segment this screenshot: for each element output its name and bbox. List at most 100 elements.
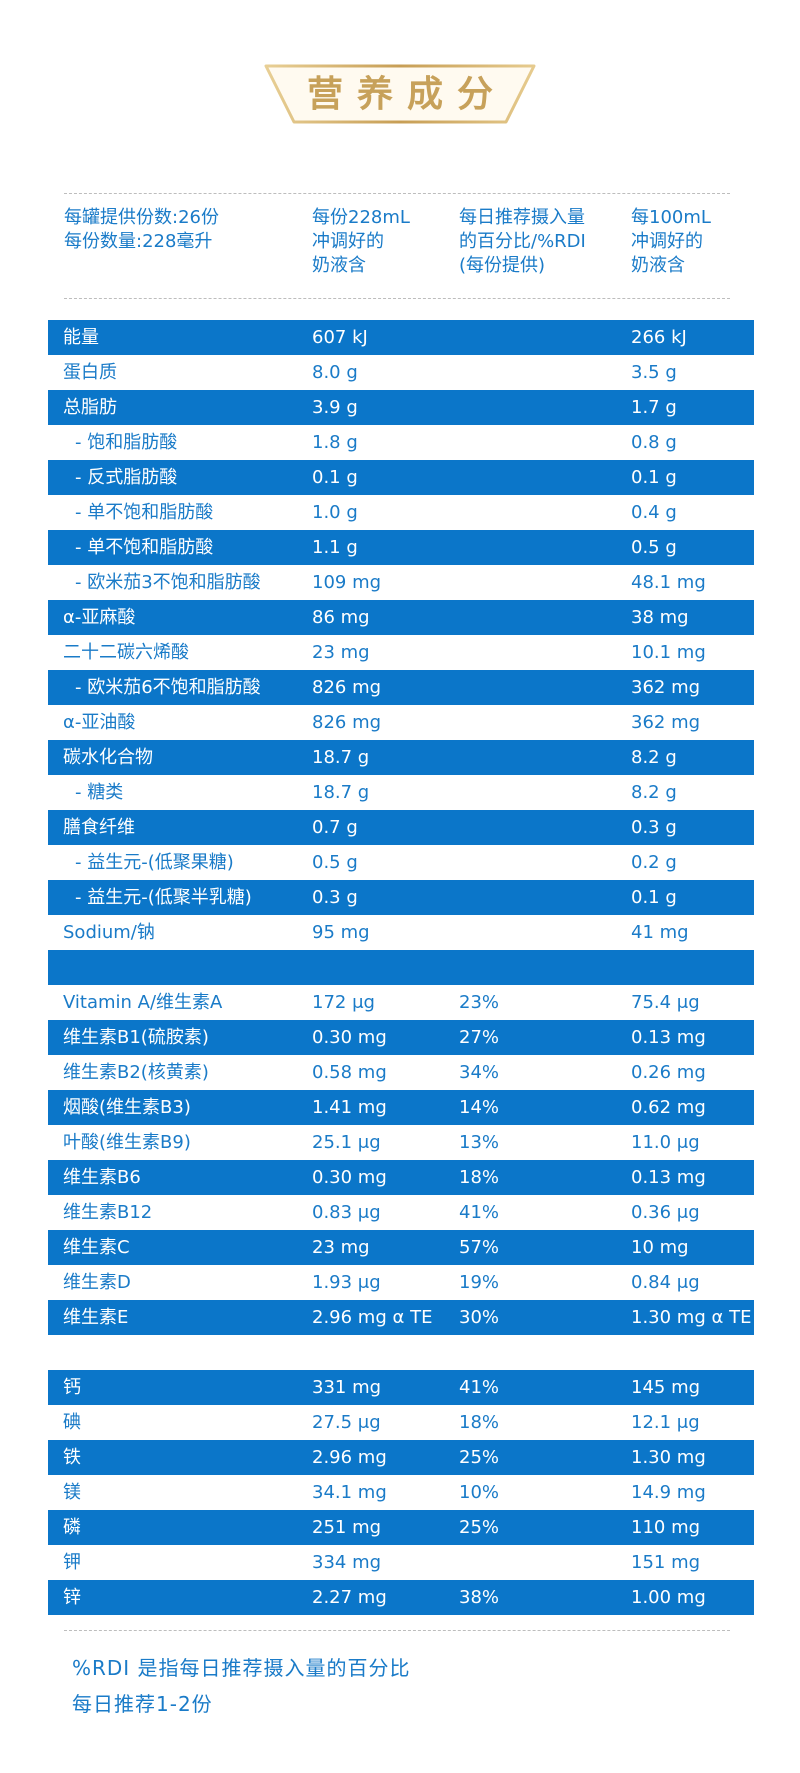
per-serving-value: 2.96 mg α TE xyxy=(312,1307,433,1328)
per-serving-value: 1.8 g xyxy=(312,432,358,453)
per-100ml-value: 3.5 g xyxy=(631,362,677,383)
nutrient-name: - 欧米茄3不饱和脂肪酸 xyxy=(75,572,261,593)
table-row: - 益生元-(低聚半乳糖) 0.3 g 0.1 g xyxy=(48,880,754,915)
per-serving-value: 23 mg xyxy=(312,1237,370,1258)
serving-size: 每份数量:228毫升 xyxy=(64,231,213,252)
per-100ml-value: 0.2 g xyxy=(631,852,677,873)
note-recommend: 每日推荐1-2份 xyxy=(72,1692,213,1716)
rdi-value: 41% xyxy=(459,1202,500,1223)
table-row: 维生素B2(核黄素) 0.58 mg 34% 0.26 mg xyxy=(48,1055,754,1090)
per-100ml-value: 8.2 g xyxy=(631,747,677,768)
per-100ml-value: 1.30 mg xyxy=(631,1447,706,1468)
per-serving-value: 18.7 g xyxy=(312,747,370,768)
divider-header xyxy=(64,298,730,299)
table-row: 叶酸(维生素B9) 25.1 μg 13% 11.0 μg xyxy=(48,1125,754,1160)
nutrient-name: - 反式脂肪酸 xyxy=(75,467,178,488)
nutrient-name: 维生素B6 xyxy=(63,1167,141,1188)
rdi-value: 14% xyxy=(459,1097,500,1118)
nutrient-name: 维生素B12 xyxy=(63,1202,153,1223)
per-serving-value: 86 mg xyxy=(312,607,370,628)
per-100ml-value: 266 kJ xyxy=(631,327,687,348)
nutrient-name: 锌 xyxy=(63,1587,81,1608)
rdi-value: 38% xyxy=(459,1587,500,1608)
table-row: - 益生元-(低聚果糖) 0.5 g 0.2 g xyxy=(48,845,754,880)
per-serving-value: 23 mg xyxy=(312,642,370,663)
nutrient-name: - 益生元-(低聚果糖) xyxy=(75,852,234,873)
rdi-value: 23% xyxy=(459,992,500,1013)
per-100ml-value: 10 mg xyxy=(631,1237,689,1258)
per-100ml-value: 1.7 g xyxy=(631,397,677,418)
table-row: Sodium/钠 95 mg 41 mg xyxy=(48,915,754,950)
per-100ml-value: 362 mg xyxy=(631,677,701,698)
nutrient-name: 维生素D xyxy=(63,1272,131,1293)
table-row: Vitamin A/维生素A 172 μg 23% 75.4 μg xyxy=(48,985,754,1020)
nutrient-name: 铁 xyxy=(63,1447,81,1468)
per-serving-value: 95 mg xyxy=(312,922,370,943)
header-per-serving: 每份228mL 冲调好的 奶液含 xyxy=(312,207,410,276)
rdi-value: 18% xyxy=(459,1167,500,1188)
section-gap xyxy=(48,1335,754,1370)
nutrient-name: 烟酸(维生素B3) xyxy=(63,1097,191,1118)
per-100ml-value: 0.4 g xyxy=(631,502,677,523)
per-100ml-value: 0.84 μg xyxy=(631,1272,700,1293)
nutrient-name: 二十二碳六烯酸 xyxy=(63,642,189,663)
section-divider-band xyxy=(48,950,754,985)
per-100ml-value: 12.1 μg xyxy=(631,1412,700,1433)
per-serving-value: 2.96 mg xyxy=(312,1447,387,1468)
per-100ml-value: 0.13 mg xyxy=(631,1027,706,1048)
per-serving-value: 251 mg xyxy=(312,1517,382,1538)
rdi-value: 19% xyxy=(459,1272,500,1293)
per-serving-value: 0.30 mg xyxy=(312,1027,387,1048)
table-row: 烟酸(维生素B3) 1.41 mg 14% 0.62 mg xyxy=(48,1090,754,1125)
servings-per-can: 每罐提供份数:26份 xyxy=(64,207,219,228)
nutrient-name: Sodium/钠 xyxy=(63,922,155,943)
per-serving-value: 3.9 g xyxy=(312,397,358,418)
nutrient-name: 维生素B1(硫胺素) xyxy=(63,1027,209,1048)
banner-frame-icon xyxy=(264,64,536,124)
nutrient-name: - 糖类 xyxy=(75,782,124,803)
table-row: 钙 331 mg 41% 145 mg xyxy=(48,1370,754,1405)
table-row: α-亚油酸 826 mg 362 mg xyxy=(48,705,754,740)
table-row: α-亚麻酸 86 mg 38 mg xyxy=(48,600,754,635)
per-100ml-value: 151 mg xyxy=(631,1552,701,1573)
nutrient-name: - 欧米茄6不饱和脂肪酸 xyxy=(75,677,261,698)
rdi-value: 13% xyxy=(459,1132,500,1153)
rdi-value: 27% xyxy=(459,1027,500,1048)
per-100ml-value: 145 mg xyxy=(631,1377,701,1398)
table-row: 能量 607 kJ 266 kJ xyxy=(48,320,754,355)
table-row: - 欧米茄6不饱和脂肪酸 826 mg 362 mg xyxy=(48,670,754,705)
nutrition-table: 能量 607 kJ 266 kJ 蛋白质 8.0 g 3.5 g 总脂肪 3.9 g 1.7 g… xyxy=(48,320,754,1615)
per-serving-value: 2.27 mg xyxy=(312,1587,387,1608)
table-row: 维生素B6 0.30 mg 18% 0.13 mg xyxy=(48,1160,754,1195)
per-100ml-value: 0.5 g xyxy=(631,537,677,558)
per-100ml-value: 14.9 mg xyxy=(631,1482,706,1503)
per-serving-value: 0.30 mg xyxy=(312,1167,387,1188)
per-100ml-value: 0.3 g xyxy=(631,817,677,838)
per-serving-value: 18.7 g xyxy=(312,782,370,803)
per-serving-value: 0.5 g xyxy=(312,852,358,873)
table-row: - 欧米茄3不饱和脂肪酸 109 mg 48.1 mg xyxy=(48,565,754,600)
per-serving-value: 334 mg xyxy=(312,1552,382,1573)
table-row: - 单不饱和脂肪酸 1.1 g 0.5 g xyxy=(48,530,754,565)
per-serving-value: 0.1 g xyxy=(312,467,358,488)
table-row: 碳水化合物 18.7 g 8.2 g xyxy=(48,740,754,775)
per-100ml-value: 48.1 mg xyxy=(631,572,706,593)
nutrient-name: 总脂肪 xyxy=(63,397,117,418)
per-100ml-value: 11.0 μg xyxy=(631,1132,700,1153)
per-serving-value: 826 mg xyxy=(312,677,382,698)
nutrient-name: 能量 xyxy=(63,327,99,348)
per-serving-value: 607 kJ xyxy=(312,327,368,348)
per-100ml-value: 1.30 mg α TE xyxy=(631,1307,752,1328)
nutrient-name: - 饱和脂肪酸 xyxy=(75,432,178,453)
per-100ml-value: 1.00 mg xyxy=(631,1587,706,1608)
per-100ml-value: 10.1 mg xyxy=(631,642,706,663)
rdi-value: 57% xyxy=(459,1237,500,1258)
per-100ml-value: 0.13 mg xyxy=(631,1167,706,1188)
per-serving-value: 331 mg xyxy=(312,1377,382,1398)
per-100ml-value: 0.1 g xyxy=(631,467,677,488)
nutrient-name: 磷 xyxy=(63,1517,81,1538)
nutrient-name: 维生素C xyxy=(63,1237,130,1258)
per-serving-value: 1.93 μg xyxy=(312,1272,381,1293)
table-row: 总脂肪 3.9 g 1.7 g xyxy=(48,390,754,425)
table-row: - 单不饱和脂肪酸 1.0 g 0.4 g xyxy=(48,495,754,530)
